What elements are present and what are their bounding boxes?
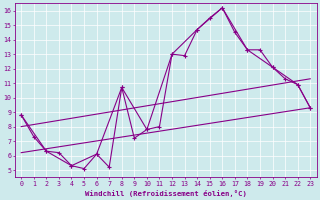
X-axis label: Windchill (Refroidissement éolien,°C): Windchill (Refroidissement éolien,°C) bbox=[85, 190, 247, 197]
